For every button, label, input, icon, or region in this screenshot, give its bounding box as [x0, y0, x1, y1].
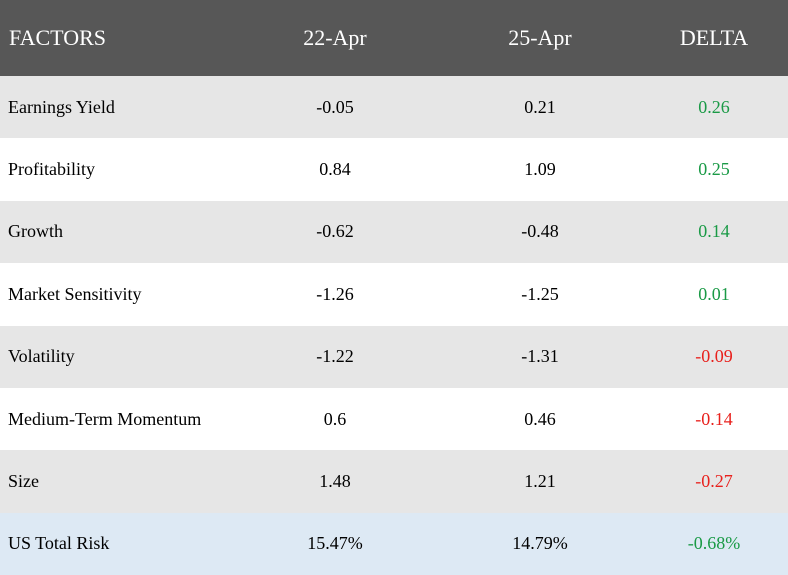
apr25-cell: 0.21 — [524, 96, 556, 117]
apr25-cell: -1.25 — [521, 283, 559, 304]
apr25-cell: 0.46 — [524, 408, 556, 429]
apr22-cell: 0.6 — [323, 408, 347, 429]
apr25-cell: -1.31 — [521, 346, 559, 367]
factor-cell: Earnings Yield — [8, 96, 115, 117]
table-row: Profitability 0.84 1.09 0.25 — [0, 138, 788, 201]
apr25-cell: 14.79% — [512, 533, 568, 554]
delta-cell: -0.68% — [687, 533, 741, 554]
delta-cell: -0.14 — [695, 408, 733, 429]
delta-cell: 0.25 — [698, 159, 730, 180]
factor-cell: Growth — [8, 221, 63, 242]
delta-cell: 0.01 — [698, 283, 730, 304]
apr25-cell: 1.09 — [524, 159, 556, 180]
apr25-cell: 1.21 — [524, 471, 556, 492]
delta-cell: 0.14 — [698, 221, 730, 242]
apr22-cell: 15.47% — [307, 533, 363, 554]
table-header: FACTORS 22-Apr 25-Apr DELTA — [0, 0, 788, 76]
apr22-cell: 1.48 — [319, 471, 351, 492]
table-row: Market Sensitivity -1.26 -1.25 0.01 — [0, 263, 788, 326]
total-row: US Total Risk 15.47% 14.79% -0.68% — [0, 512, 788, 575]
delta-cell: -0.09 — [695, 346, 733, 367]
header-factors: FACTORS — [9, 25, 107, 50]
table-row: Size 1.48 1.21 -0.27 — [0, 450, 788, 513]
apr22-cell: -1.26 — [316, 283, 354, 304]
table-body: Earnings Yield -0.05 0.21 0.26 Profitability… — [0, 76, 788, 575]
apr22-cell: -1.22 — [316, 346, 354, 367]
header-delta: DELTA — [679, 25, 749, 50]
factor-cell: Profitability — [8, 159, 95, 180]
delta-cell: 0.26 — [698, 96, 730, 117]
table-row: Medium-Term Momentum 0.6 0.46 -0.14 — [0, 387, 788, 451]
apr25-cell: -0.48 — [521, 221, 559, 242]
apr22-cell: -0.62 — [316, 221, 354, 242]
header-25-apr: 25-Apr — [508, 25, 572, 50]
delta-cell: -0.27 — [695, 471, 733, 492]
header-22-apr: 22-Apr — [303, 25, 367, 50]
factor-cell: Volatility — [8, 346, 75, 367]
factor-cell: US Total Risk — [8, 533, 110, 554]
factor-cell: Medium-Term Momentum — [8, 408, 202, 429]
table-row: Volatility -1.22 -1.31 -0.09 — [0, 325, 788, 388]
apr22-cell: 0.84 — [319, 159, 351, 180]
factor-cell: Size — [8, 471, 39, 492]
apr22-cell: -0.05 — [316, 96, 354, 117]
factor-cell: Market Sensitivity — [8, 283, 142, 304]
table-row: Growth -0.62 -0.48 0.14 — [0, 200, 788, 264]
table-row: Earnings Yield -0.05 0.21 0.26 — [0, 76, 788, 139]
